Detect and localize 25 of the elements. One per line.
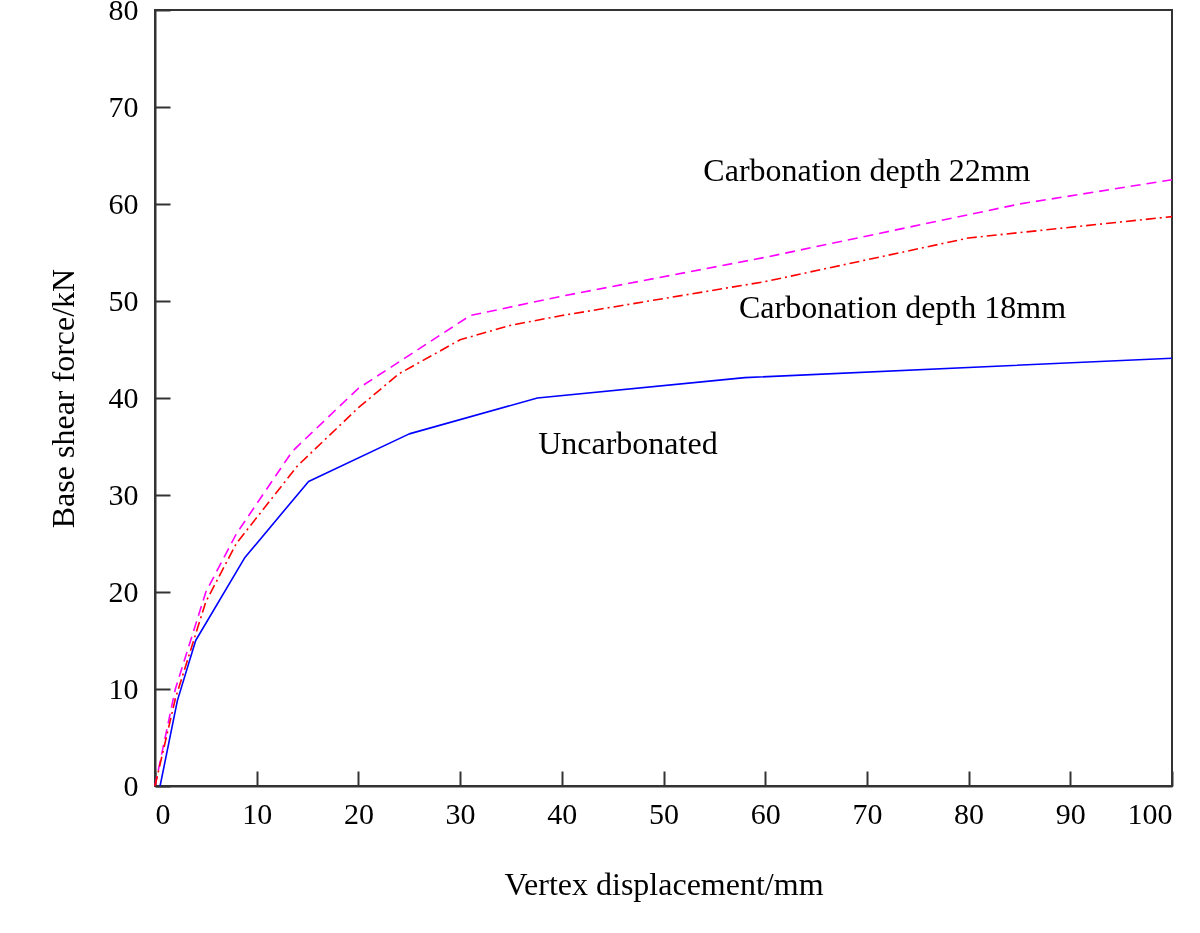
y-tick-label: 0	[123, 768, 139, 802]
x-tick-label: 10	[242, 796, 273, 830]
y-tick-label: 60	[108, 186, 139, 220]
x-axis-title: Vertex displacement/mm	[504, 865, 824, 902]
series-label: Carbonation depth 22mm	[703, 152, 1031, 189]
y-tick-label: 10	[108, 671, 139, 705]
x-tick-label: 0	[155, 796, 171, 830]
y-tick-label: 70	[108, 89, 139, 123]
y-tick-label: 50	[108, 283, 139, 317]
x-tick-label: 50	[649, 796, 679, 830]
x-tick-label: 30	[445, 796, 476, 830]
x-tick-label: 40	[547, 796, 578, 830]
x-tick-label: 80	[954, 796, 985, 830]
series-label: Carbonation depth 18mm	[738, 288, 1067, 325]
y-tick-label: 30	[108, 477, 139, 511]
x-tick-label: 90	[1055, 796, 1086, 830]
y-tick-label: 40	[108, 380, 139, 414]
x-tick-label: 100	[1127, 796, 1173, 830]
x-tick-label: 20	[343, 796, 374, 830]
y-tick-label: 20	[108, 574, 139, 608]
y-axis-title: Base shear force/kN	[44, 268, 81, 529]
x-tick-label: 60	[750, 796, 781, 830]
y-tick-label: 80	[108, 0, 139, 26]
x-tick-label: 70	[852, 796, 883, 830]
series-label: Uncarbonated	[538, 424, 718, 461]
